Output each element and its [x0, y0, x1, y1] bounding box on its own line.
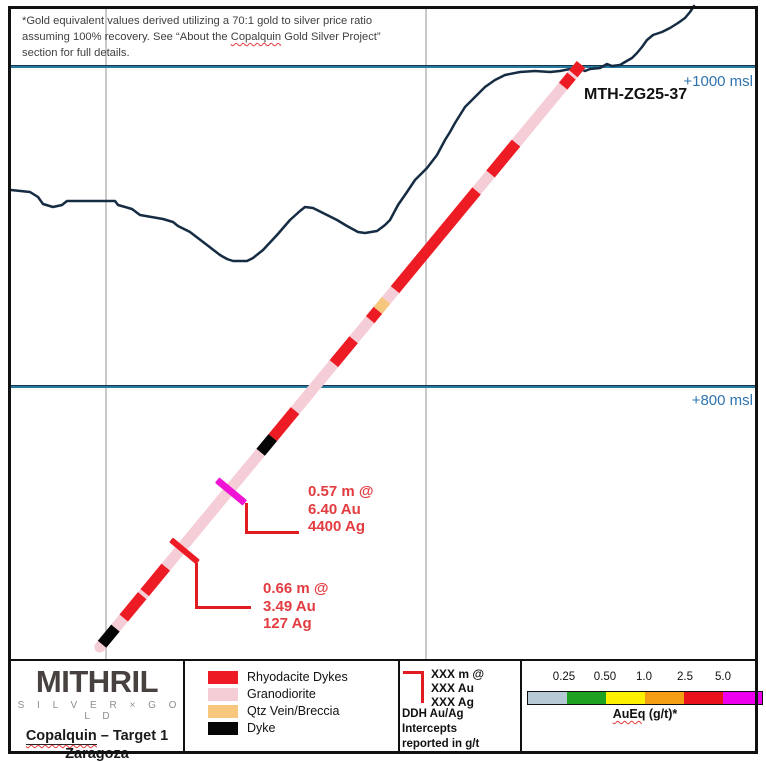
lithology-label: Rhyodacite Dykes: [247, 670, 348, 684]
legend-divider: [183, 661, 185, 751]
project-location: Zaragoza: [65, 746, 129, 762]
disclaimer-pre: *Gold equivalent values derived utilizin…: [22, 15, 373, 43]
legend-bar: MITHRIL S I L V E R × G O L D Copalquin …: [11, 659, 763, 762]
color-scale-tick: 1.0: [636, 671, 652, 683]
company-tagline: S I L V E R × G O L D: [17, 700, 182, 722]
lithology-swatch: [208, 688, 238, 701]
lithology-swatch: [208, 671, 238, 684]
lithology-label: Granodiorite: [247, 687, 316, 701]
disclaimer-copalquin: Copalquin: [230, 31, 282, 43]
gridline: [425, 9, 427, 659]
elevation-label: +800 msl: [691, 392, 753, 409]
project-title: Copalquin – Target 1: [11, 728, 183, 745]
color-scale-segment: [684, 692, 723, 704]
lithology-legend: Rhyodacite Dykes Granodiorite Qtz Vein/Bre…: [194, 661, 398, 751]
color-scale-label: AuEq (g/t)*: [520, 707, 766, 721]
legend-divider: [520, 661, 522, 751]
callout-line: [194, 563, 198, 609]
lithology-swatch: [208, 705, 238, 718]
color-scale-segment: [723, 692, 762, 704]
callout-line: [246, 531, 299, 534]
scale-label-rest: (g/t)*: [645, 707, 678, 721]
intercept-label-line: 6.40 Au: [308, 500, 361, 518]
scale-label-word: AuEq: [612, 707, 646, 721]
intercept-label-1: 0.57 m @6.40 Au 4400 Ag: [308, 483, 374, 536]
drill-hole-label: MTH-ZG25-37: [584, 86, 688, 103]
color-scale-segment: [645, 692, 684, 704]
project-title-rest: – Target 1: [96, 728, 169, 744]
color-scale-tick: 5.0: [715, 671, 731, 683]
elevation-line: [11, 65, 755, 68]
color-scale-segment: [567, 692, 606, 704]
callout-line: [244, 503, 248, 534]
sample-callout-line: [403, 671, 424, 674]
elevation-label: +1000 msl: [683, 73, 753, 90]
color-scale-segment: [528, 692, 567, 704]
project-title-word: Copalquin: [25, 728, 97, 745]
sample-intercept-text: XXX m @ XXX Au XXX Ag: [431, 667, 485, 709]
color-scale-tick: 0.25: [552, 671, 576, 683]
callout-line: [196, 606, 251, 609]
aueq-color-scale: AuEq (g/t)* 0.25 0.50 1.0 2.5 5.0: [520, 661, 763, 751]
color-scale-tick: 2.5: [677, 671, 693, 683]
disclaimer-post: Gold Silver Project” section for full de…: [22, 31, 381, 59]
company-logo: MITHRIL: [35, 664, 159, 699]
intercept-label-line: 127 Ag: [263, 615, 312, 632]
sample-callout-line: [421, 671, 424, 703]
elevation-line: [11, 385, 755, 388]
legend-divider: [398, 661, 400, 751]
intercept-legend: XXX m @ XXX Au XXX Ag DDH Au/Ag Intercep…: [398, 661, 520, 751]
color-scale-bar: [527, 691, 763, 705]
intercept-label-2: 0.66 m @3.49 Au 127 Ag: [263, 580, 329, 633]
color-scale-segment: [606, 692, 645, 704]
intercept-description: DDH Au/Ag Intercepts reported in g/t: [402, 708, 480, 750]
lithology-swatch: [208, 722, 238, 735]
intercept-label-line: 0.57 m @: [308, 483, 374, 500]
color-scale-tick: 0.50: [593, 671, 617, 683]
gridline: [105, 9, 107, 659]
disclaimer-text: *Gold equivalent values derived utilizin…: [22, 13, 406, 61]
intercept-label-line: 0.66 m @: [263, 580, 329, 597]
company-logo-box: MITHRIL S I L V E R × G O L D Copalquin …: [11, 661, 183, 762]
lithology-label: Dyke: [247, 721, 276, 735]
intercept-label-line: 4400 Ag: [308, 518, 365, 535]
lithology-label: Qtz Vein/Breccia: [247, 704, 340, 718]
terrain-line: [9, 4, 696, 263]
intercept-label-line: 3.49 Au: [263, 597, 316, 615]
